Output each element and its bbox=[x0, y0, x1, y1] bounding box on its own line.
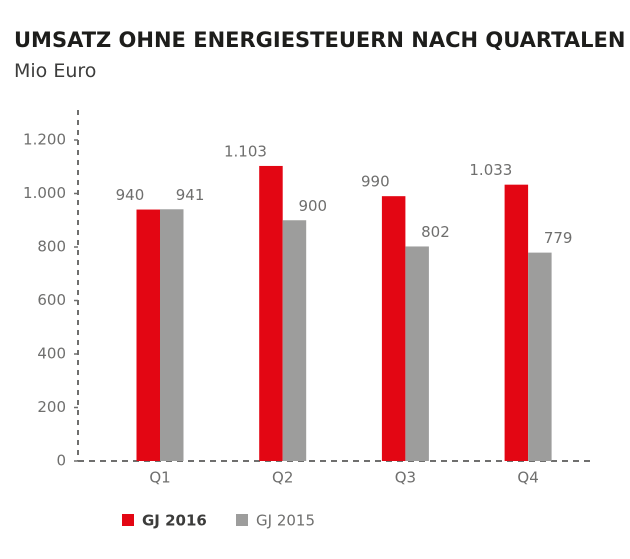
value-label: 779 bbox=[544, 229, 573, 247]
bar bbox=[160, 209, 184, 461]
x-tick-label: Q3 bbox=[395, 469, 416, 487]
x-tick-label: Q2 bbox=[272, 469, 293, 487]
value-label: 1.103 bbox=[224, 142, 267, 160]
value-label: 1.033 bbox=[469, 161, 512, 179]
value-label: 941 bbox=[176, 186, 205, 204]
bar bbox=[528, 252, 552, 461]
bar bbox=[282, 220, 307, 461]
y-tick-label: 200 bbox=[37, 398, 66, 416]
bar bbox=[259, 165, 283, 461]
chart-title: UMSATZ OHNE ENERGIESTEUERN NACH QUARTALE… bbox=[14, 28, 625, 52]
y-tick-label: 1.200 bbox=[23, 131, 66, 149]
y-tick-label: 0 bbox=[56, 452, 66, 470]
y-tick-label: 1.000 bbox=[23, 184, 66, 202]
y-tick-label: 400 bbox=[37, 345, 66, 363]
y-tick-label: 600 bbox=[37, 291, 66, 309]
x-tick-label: Q4 bbox=[517, 469, 538, 487]
value-label: 940 bbox=[116, 186, 145, 204]
y-tick-label: 800 bbox=[37, 238, 66, 256]
bar bbox=[136, 209, 160, 461]
legend-swatch bbox=[236, 514, 248, 526]
value-label: 990 bbox=[361, 173, 390, 191]
legend-label: GJ 2015 bbox=[256, 512, 315, 530]
value-label: 900 bbox=[298, 197, 327, 215]
bar bbox=[504, 184, 529, 462]
value-label: 802 bbox=[421, 223, 450, 241]
bar bbox=[405, 246, 429, 461]
bar bbox=[381, 196, 406, 462]
legend-swatch bbox=[122, 514, 134, 526]
chart-subtitle: Mio Euro bbox=[14, 60, 96, 82]
legend-label: GJ 2016 bbox=[142, 512, 207, 530]
x-tick-label: Q1 bbox=[149, 469, 170, 487]
